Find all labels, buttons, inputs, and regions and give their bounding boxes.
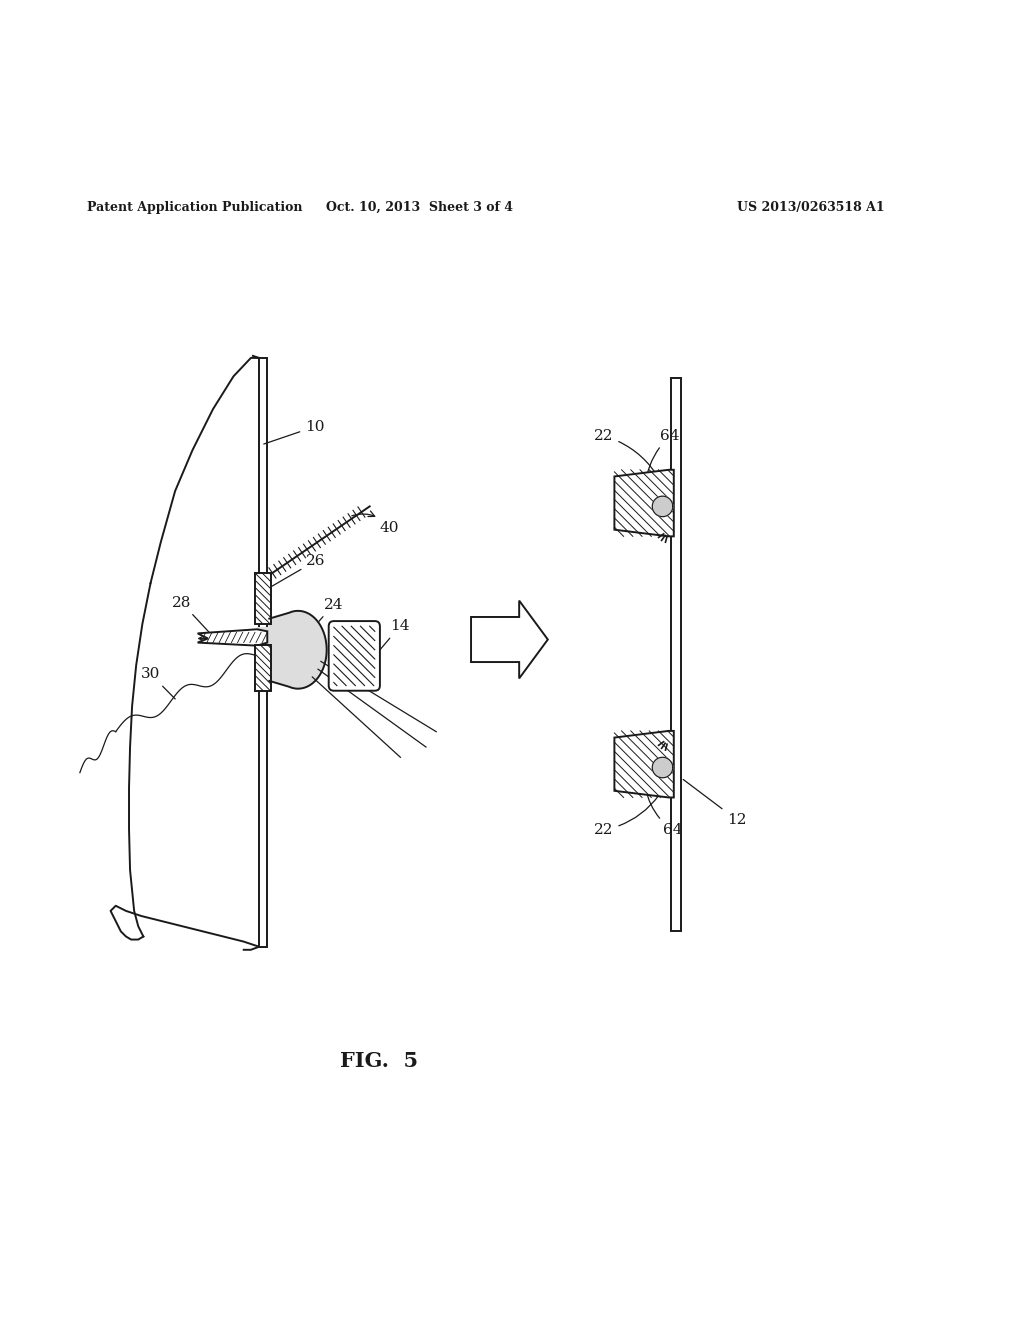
Text: 10: 10 bbox=[264, 420, 325, 444]
Polygon shape bbox=[269, 611, 327, 689]
Polygon shape bbox=[652, 496, 673, 516]
Polygon shape bbox=[471, 601, 548, 678]
Text: 22: 22 bbox=[594, 429, 659, 478]
Text: 24: 24 bbox=[305, 598, 343, 638]
Bar bbox=[255, 644, 271, 690]
Text: US 2013/0263518 A1: US 2013/0263518 A1 bbox=[737, 201, 885, 214]
Text: 26: 26 bbox=[270, 554, 326, 587]
Text: 12: 12 bbox=[683, 779, 746, 826]
Bar bbox=[671, 379, 681, 932]
Polygon shape bbox=[614, 731, 674, 797]
Bar bbox=[255, 573, 271, 624]
Text: 22: 22 bbox=[594, 796, 658, 837]
Text: 64: 64 bbox=[646, 788, 682, 837]
Text: 14: 14 bbox=[377, 619, 410, 653]
Polygon shape bbox=[614, 470, 674, 536]
Polygon shape bbox=[652, 758, 673, 777]
Text: 28: 28 bbox=[172, 595, 211, 635]
Text: FIG.  5: FIG. 5 bbox=[340, 1052, 418, 1072]
Polygon shape bbox=[198, 630, 267, 645]
Text: 64: 64 bbox=[645, 429, 680, 486]
Bar bbox=[257, 627, 278, 652]
Text: 40: 40 bbox=[352, 511, 399, 535]
Text: 30: 30 bbox=[141, 668, 175, 700]
FancyBboxPatch shape bbox=[329, 622, 380, 690]
Bar bbox=[259, 358, 267, 946]
Text: Oct. 10, 2013  Sheet 3 of 4: Oct. 10, 2013 Sheet 3 of 4 bbox=[327, 201, 513, 214]
Text: Patent Application Publication: Patent Application Publication bbox=[87, 201, 302, 214]
